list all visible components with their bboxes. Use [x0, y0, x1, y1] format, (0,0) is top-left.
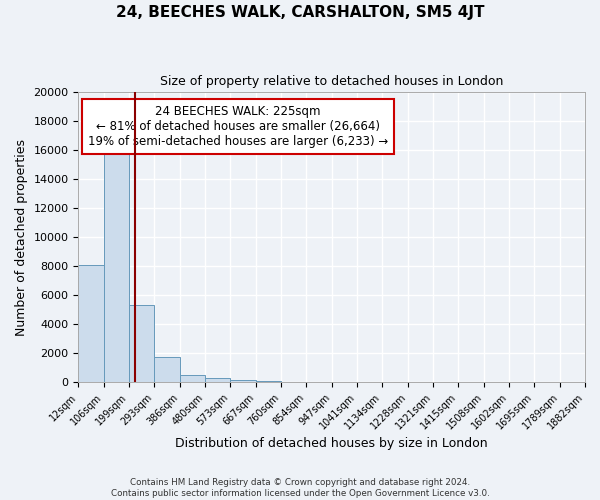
Text: 24 BEECHES WALK: 225sqm
← 81% of detached houses are smaller (26,664)
19% of sem: 24 BEECHES WALK: 225sqm ← 81% of detache… [88, 105, 388, 148]
Bar [79, 265, 104, 382]
Bar [104, 142, 129, 382]
Text: 24, BEECHES WALK, CARSHALTON, SM5 4JT: 24, BEECHES WALK, CARSHALTON, SM5 4JT [116, 5, 484, 20]
Bar [230, 380, 256, 382]
Title: Size of property relative to detached houses in London: Size of property relative to detached ho… [160, 75, 503, 88]
Bar [205, 378, 230, 382]
Bar [129, 306, 154, 382]
Text: Contains HM Land Registry data © Crown copyright and database right 2024.
Contai: Contains HM Land Registry data © Crown c… [110, 478, 490, 498]
Bar [180, 375, 205, 382]
Y-axis label: Number of detached properties: Number of detached properties [15, 138, 28, 336]
X-axis label: Distribution of detached houses by size in London: Distribution of detached houses by size … [175, 437, 488, 450]
Bar [256, 380, 281, 382]
Bar [154, 357, 180, 382]
